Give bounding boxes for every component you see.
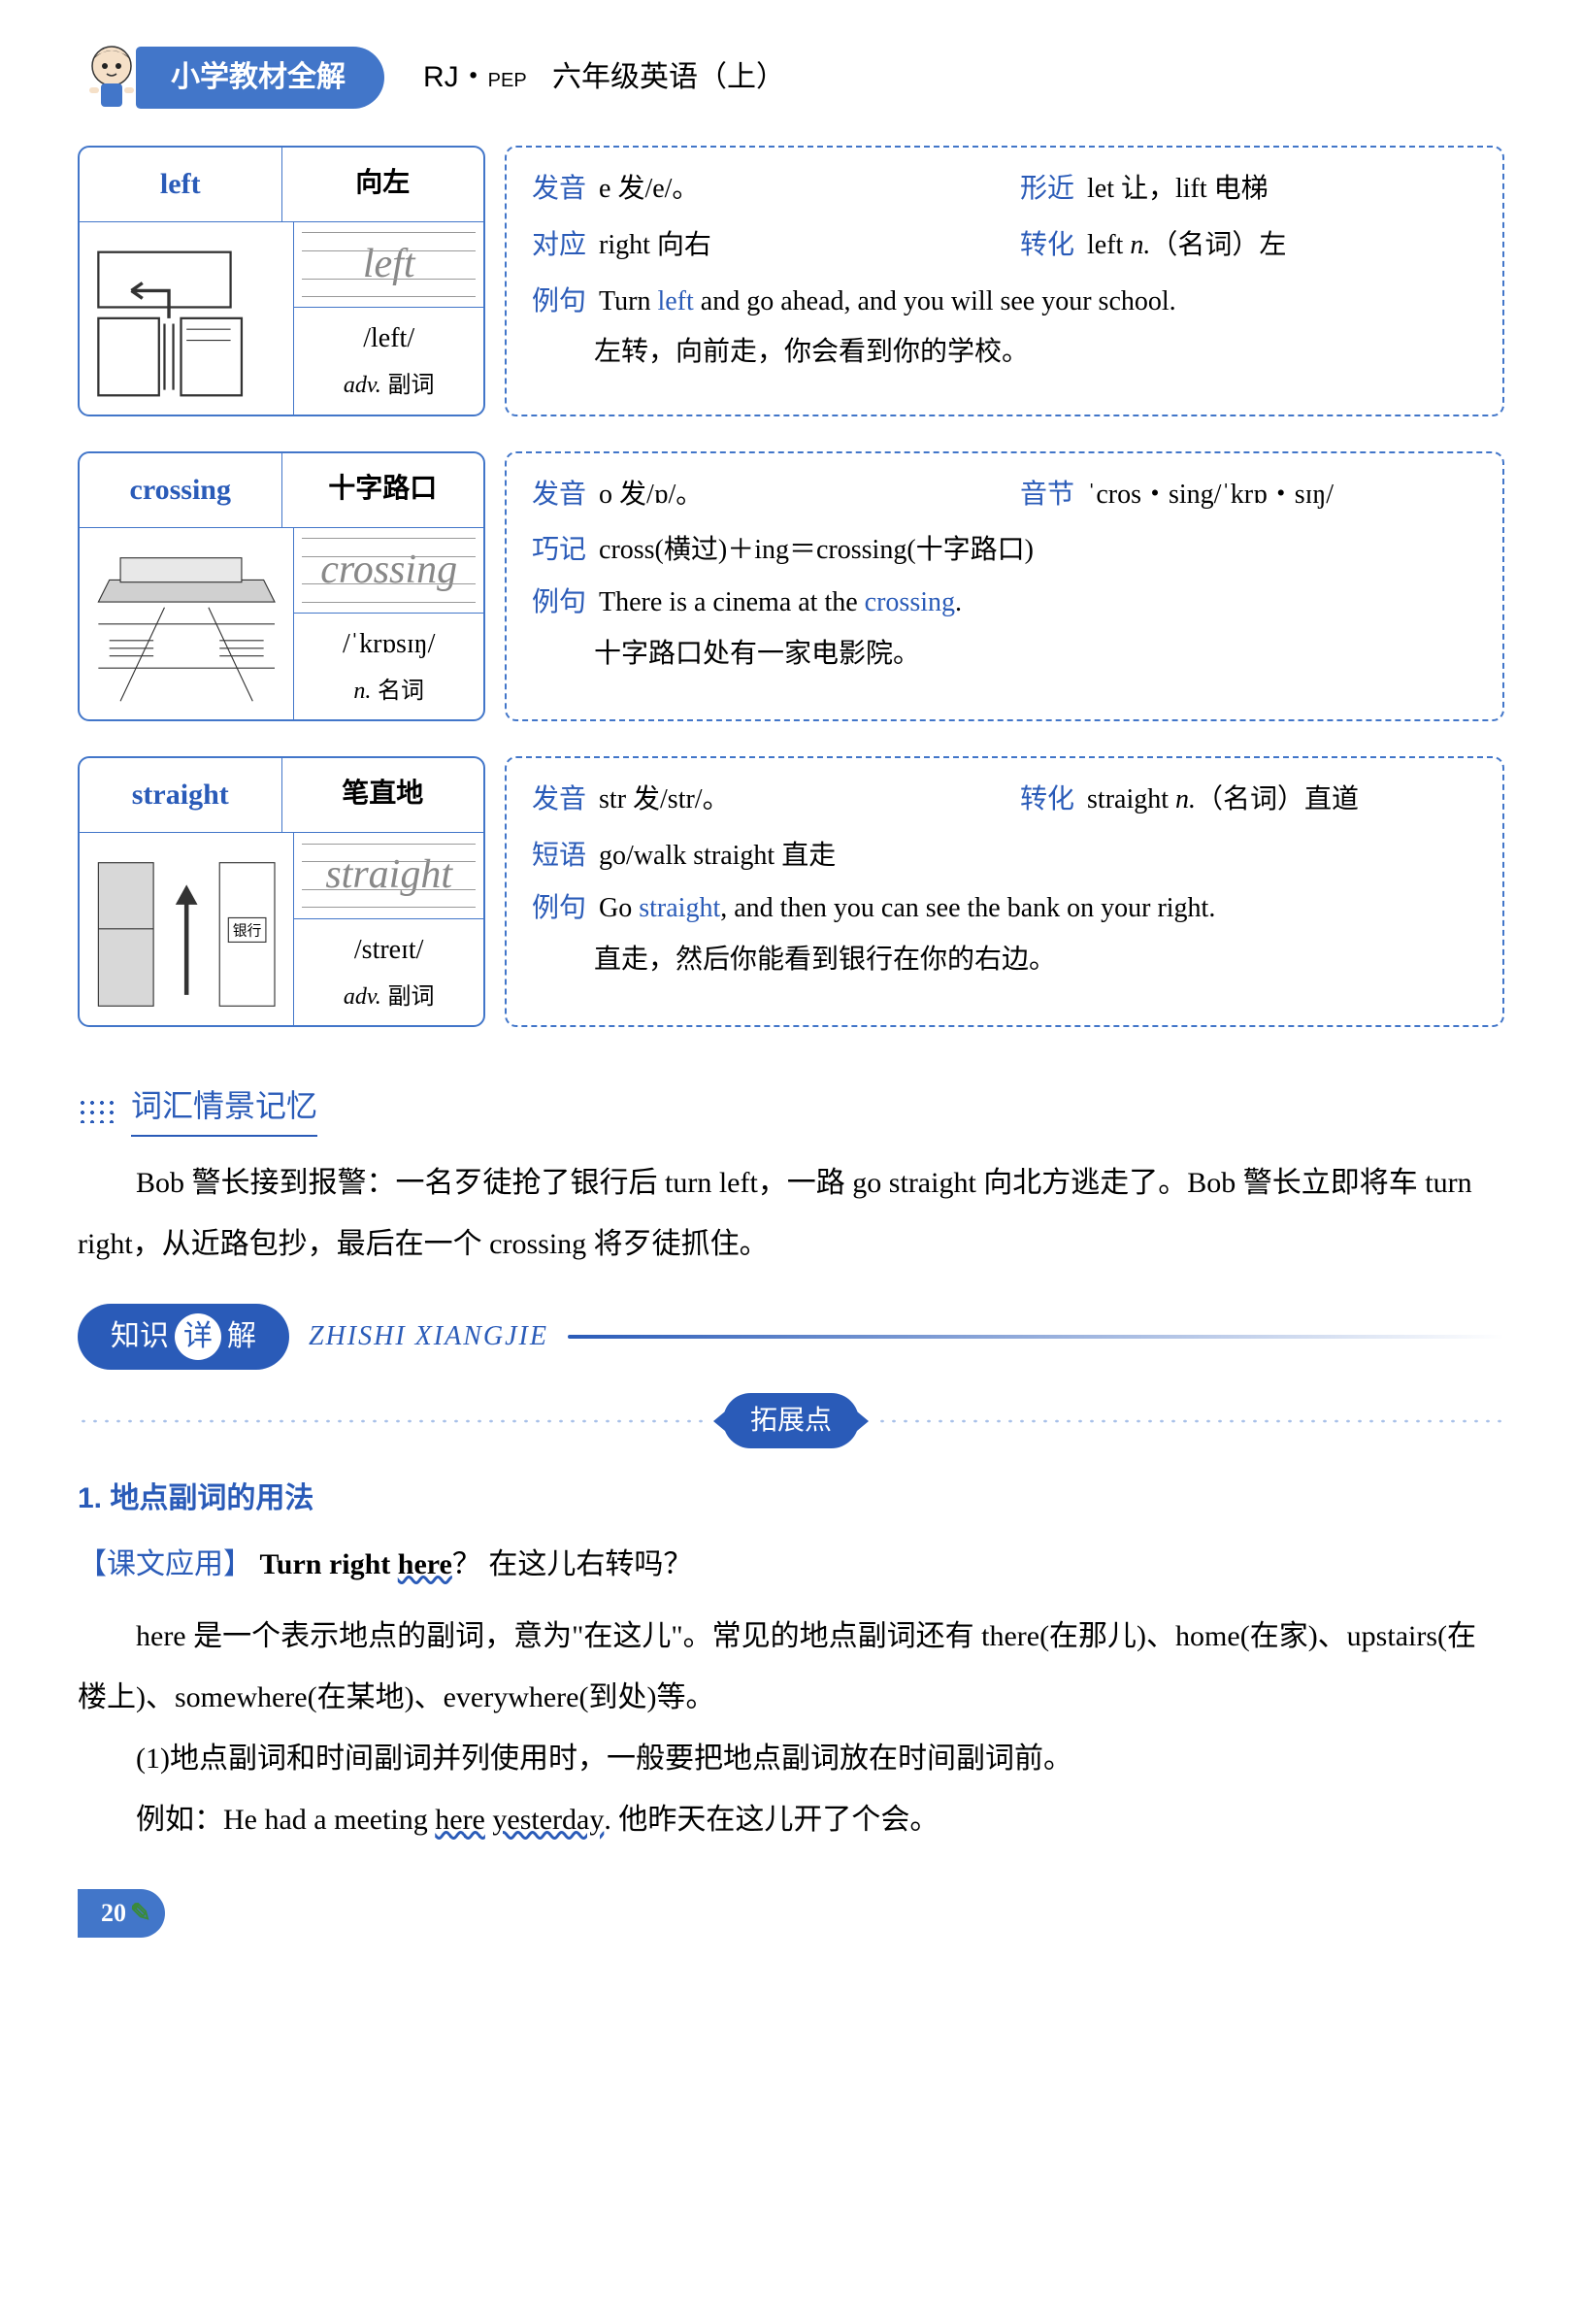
word-en: left	[80, 148, 282, 221]
page-footer: 20✎	[78, 1889, 1504, 1938]
pep-label: PEP	[488, 70, 527, 91]
word-cn: 笔直地	[282, 758, 484, 832]
illustration-crossing	[80, 528, 294, 720]
word-cn: 十字路口	[282, 453, 484, 527]
opposite-text: right 向右	[599, 230, 711, 260]
cursive-text: left	[294, 222, 483, 308]
label-convert: 转化	[1020, 229, 1074, 259]
divider-dots-right	[876, 1417, 1504, 1425]
label-example: 例句	[532, 285, 586, 315]
vocab-card-straight: straight 笔直地 银行	[78, 756, 485, 1027]
convert-text: straight n.（名词）直道	[1087, 784, 1359, 814]
phonetic: /left/	[294, 308, 483, 365]
divider-dots-left	[78, 1417, 706, 1425]
label-opposite: 对应	[532, 229, 586, 259]
label-pronunciation: 发音	[532, 479, 586, 509]
knowledge-banner: 知识 详 解 ZHISHI XIANGJIE	[78, 1304, 1504, 1370]
label-example: 例句	[532, 892, 586, 922]
illustration-left-turn	[80, 222, 294, 415]
mascot-icon	[78, 39, 146, 116]
word-en: straight	[80, 758, 282, 832]
similar-text: let 让，lift 电梯	[1087, 174, 1269, 204]
cursive-text: straight	[294, 833, 483, 918]
vocab-card-crossing: crossing 十字路口	[78, 451, 485, 722]
part-of-speech: adv. 副词	[294, 365, 483, 414]
section-title-memory: 词汇情景记忆	[131, 1081, 317, 1137]
series-label: RJ・	[423, 61, 488, 93]
label-convert: 转化	[1020, 783, 1074, 813]
section-1-p1: here 是一个表示地点的副词，意为"在这儿"。常见的地点副词还有 there(…	[78, 1606, 1504, 1728]
label-phrase: 短语	[532, 840, 586, 870]
example-en: There is a cinema at the crossing.	[599, 587, 962, 617]
banner-circle: 详	[175, 1313, 221, 1360]
section-1-title: 1. 地点副词的用法	[78, 1476, 1504, 1522]
part-of-speech: adv. 副词	[294, 977, 483, 1025]
apply-cn: 在这儿右转吗？	[488, 1548, 692, 1580]
swoosh-decoration	[568, 1335, 1504, 1339]
example-cn: 十字路口处有一家电影院。	[532, 633, 1477, 677]
banner-cn2: 解	[227, 1313, 256, 1360]
vocab-details-crossing: 发音 o 发/ɒ/。 音节 ˈcros・sing/ˈkrɒ・sɪŋ/ 巧记 cr…	[505, 451, 1504, 722]
label-syllable: 音节	[1020, 479, 1074, 509]
vocab-details-straight: 发音 str 发/str/。 转化 straight n.（名词）直道 短语 g…	[505, 756, 1504, 1027]
svg-text:银行: 银行	[233, 923, 262, 940]
section-1-p2: (1)地点副词和时间副词并列使用时，一般要把地点副词放在时间副词前。	[78, 1728, 1504, 1789]
page-header: 小学教材全解 RJ・PEP 六年级英语（上）	[78, 39, 1504, 116]
label-similar: 形近	[1020, 173, 1074, 203]
page-number: 20✎	[78, 1889, 165, 1938]
apply-label: 【课文应用】	[78, 1548, 252, 1580]
section-1-p3: 例如：He had a meeting here yesterday. 他昨天在…	[78, 1789, 1504, 1850]
pronunciation-text: str 发/str/。	[599, 784, 730, 814]
mnemonic-text: cross(横过)＋ing＝crossing(十字路口)	[599, 535, 1034, 565]
word-cn: 向左	[282, 148, 484, 221]
part-of-speech: n. 名词	[294, 671, 483, 719]
vocab-row-straight: straight 笔直地 银行	[78, 756, 1504, 1027]
label-pronunciation: 发音	[532, 173, 586, 203]
leaf-icon: ✎	[130, 1899, 151, 1927]
dots-icon	[78, 1098, 116, 1123]
vocab-details-left: 发音 e 发/e/。 形近 let 让，lift 电梯 对应 right 向右 …	[505, 146, 1504, 416]
pronunciation-text: o 发/ɒ/。	[599, 480, 703, 510]
example-en: Go straight, and then you can see the ba…	[599, 893, 1215, 923]
expand-divider: 拓展点	[78, 1393, 1504, 1448]
text-application: 【课文应用】 Turn right here？ 在这儿右转吗？	[78, 1542, 1504, 1588]
convert-text: left n.（名词）左	[1087, 230, 1286, 260]
label-pronunciation: 发音	[532, 783, 586, 813]
pronunciation-text: e 发/e/。	[599, 174, 699, 204]
book-title-badge: 小学教材全解	[136, 47, 384, 109]
example-cn: 左转，向前走，你会看到你的学校。	[532, 331, 1477, 375]
vocab-row-left: left 向左	[78, 146, 1504, 416]
vocab-row-crossing: crossing 十字路口	[78, 451, 1504, 722]
label-mnemonic: 巧记	[532, 534, 586, 564]
vocab-card-left: left 向左	[78, 146, 485, 416]
phrase-text: go/walk straight 直走	[599, 841, 836, 871]
memory-paragraph: Bob 警长接到报警：一名歹徒抢了银行后 turn left，一路 go str…	[78, 1152, 1504, 1275]
phonetic: /streɪt/	[294, 919, 483, 977]
word-en: crossing	[80, 453, 282, 527]
example-cn: 直走，然后你能看到银行在你的右边。	[532, 939, 1477, 982]
grade-label: 六年级英语（上）	[552, 61, 785, 93]
banner-pill: 知识 详 解	[78, 1304, 289, 1370]
illustration-straight: 银行	[80, 833, 294, 1025]
book-subtitle: RJ・PEP 六年级英语（上）	[423, 54, 785, 101]
cursive-text: crossing	[294, 528, 483, 614]
syllable-text: ˈcros・sing/ˈkrɒ・sɪŋ/	[1087, 480, 1334, 510]
label-example: 例句	[532, 586, 586, 616]
example-en: Turn left and go ahead, and you will see…	[599, 286, 1176, 316]
expand-label: 拓展点	[723, 1393, 859, 1448]
phonetic: /ˈkrɒsɪŋ/	[294, 614, 483, 671]
banner-pinyin: ZHISHI XIANGJIE	[309, 1315, 548, 1359]
banner-cn1: 知识	[111, 1313, 169, 1360]
